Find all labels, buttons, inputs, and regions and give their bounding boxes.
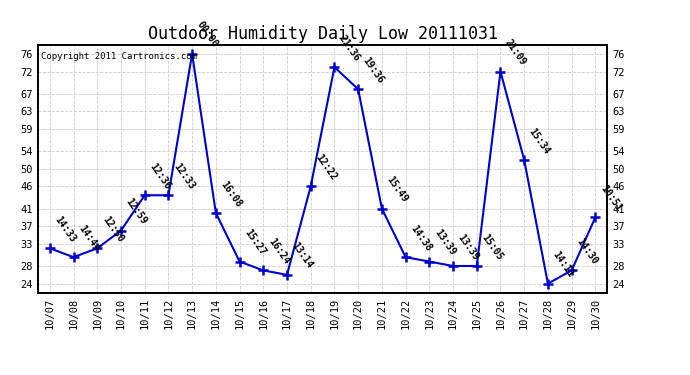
Text: 14:44: 14:44	[77, 223, 101, 253]
Text: 14:38: 14:38	[408, 223, 433, 253]
Text: 14:30: 14:30	[574, 236, 600, 266]
Text: 12:36: 12:36	[148, 161, 172, 191]
Text: 21:36: 21:36	[337, 33, 362, 63]
Text: 12:22: 12:22	[313, 153, 339, 182]
Text: 10:51: 10:51	[598, 183, 623, 213]
Text: Copyright 2011 Cartronics.com: Copyright 2011 Cartronics.com	[41, 53, 197, 62]
Title: Outdoor Humidity Daily Low 20111031: Outdoor Humidity Daily Low 20111031	[148, 26, 497, 44]
Text: 14:11: 14:11	[551, 250, 575, 279]
Text: 15:27: 15:27	[242, 228, 268, 257]
Text: 12:59: 12:59	[124, 196, 149, 226]
Text: 13:39: 13:39	[456, 232, 481, 262]
Text: 14:33: 14:33	[52, 214, 78, 244]
Text: 16:08: 16:08	[219, 179, 244, 209]
Text: 13:14: 13:14	[290, 241, 315, 271]
Text: 15:05: 15:05	[480, 232, 504, 262]
Text: 21:09: 21:09	[503, 38, 529, 68]
Text: 12:50: 12:50	[100, 214, 125, 244]
Text: 00:00: 00:00	[195, 20, 220, 50]
Text: 15:49: 15:49	[384, 174, 410, 204]
Text: 12:33: 12:33	[171, 161, 196, 191]
Text: 16:24: 16:24	[266, 236, 291, 266]
Text: 13:39: 13:39	[432, 228, 457, 257]
Text: 15:34: 15:34	[527, 126, 552, 156]
Text: 19:36: 19:36	[361, 55, 386, 85]
